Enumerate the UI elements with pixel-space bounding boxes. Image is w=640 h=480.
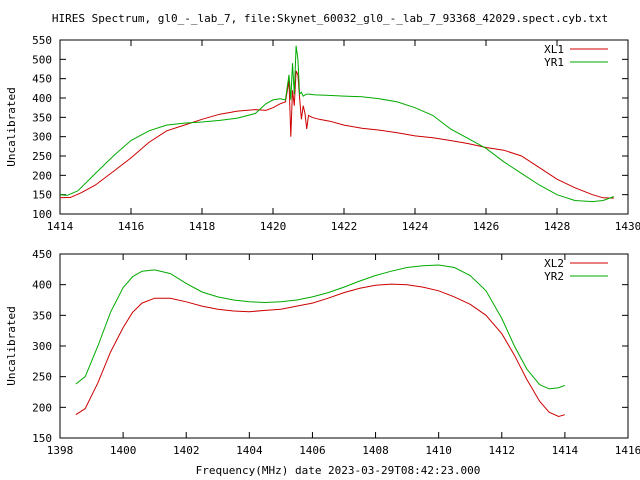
y-tick-label: 450 <box>32 248 52 261</box>
plot-frame <box>59 39 629 215</box>
plot-frame <box>59 253 629 439</box>
x-tick-label: 1406 <box>299 444 326 457</box>
series-line-xl1 <box>59 70 614 199</box>
x-tick-label: 1414 <box>47 220 74 233</box>
y-tick-label: 150 <box>32 432 52 445</box>
legend-label-yr2: YR2 <box>544 270 564 283</box>
y-tick-label: 450 <box>32 73 52 86</box>
y-tick-label: 400 <box>32 92 52 105</box>
y-axis-label-bottom: Uncalibrated <box>5 306 18 385</box>
x-tick-label: 1416 <box>615 444 640 457</box>
x-tick-label: 1398 <box>47 444 74 457</box>
x-tick-label: 1414 <box>552 444 579 457</box>
x-tick-label: 1410 <box>425 444 452 457</box>
series-line-xl2 <box>75 283 566 418</box>
y-tick-label: 250 <box>32 371 52 384</box>
x-tick-label: 1422 <box>331 220 358 233</box>
x-tick-label: 1424 <box>402 220 429 233</box>
x-tick-label: 1420 <box>260 220 287 233</box>
y-tick-label: 150 <box>32 189 52 202</box>
y-tick-label: 100 <box>32 208 52 221</box>
series-line-yr2 <box>75 264 566 390</box>
y-tick-label: 200 <box>32 169 52 182</box>
legend-label-yr1: YR1 <box>544 56 564 69</box>
x-tick-label: 1400 <box>110 444 137 457</box>
legend-label-xl1: XL1 <box>544 43 564 56</box>
plot-area-bottom: 1398 1400 1402 1404 1406 1408 1410 1412 1414 1416… <box>32 248 640 457</box>
y-tick-label: 200 <box>32 401 52 414</box>
y-tick-label: 250 <box>32 150 52 163</box>
y-tick-label: 350 <box>32 111 52 124</box>
x-tick-label: 1416 <box>118 220 145 233</box>
x-tick-label: 1426 <box>473 220 500 233</box>
y-tick-label: 300 <box>32 131 52 144</box>
series-line-yr1 <box>59 45 614 203</box>
legend-label-xl2: XL2 <box>544 257 564 270</box>
y-axis-label-top: Uncalibrated <box>5 87 18 166</box>
x-tick-label: 1412 <box>489 444 516 457</box>
x-tick-label: 1430 <box>615 220 640 233</box>
y-tick-label: 550 <box>32 34 52 47</box>
y-tick-label: 400 <box>32 279 52 292</box>
plot-area-top: 1414 1416 1418 1420 1422 1424 1426 1428 1430 100 1… <box>32 34 640 233</box>
panel-top: 1414 1416 1418 1420 1422 1424 1426 1428 1430 100 1… <box>5 34 640 233</box>
x-tick-label: 1402 <box>173 444 200 457</box>
x-axis-label: Frequency(MHz) date 2023-03-29T08:42:23.… <box>196 464 481 477</box>
y-tick-label: 350 <box>32 309 52 322</box>
panel-bottom: 1398 1400 1402 1404 1406 1408 1410 1412 1414 1416… <box>5 248 640 457</box>
figure-title: HIRES Spectrum, gl0_-_lab_7, file:Skynet… <box>52 12 608 25</box>
y-tick-label: 500 <box>32 53 52 66</box>
y-tick-label: 300 <box>32 340 52 353</box>
x-tick-label: 1428 <box>544 220 571 233</box>
x-tick-label: 1418 <box>189 220 216 233</box>
x-tick-label: 1404 <box>236 444 263 457</box>
x-tick-label: 1408 <box>362 444 389 457</box>
